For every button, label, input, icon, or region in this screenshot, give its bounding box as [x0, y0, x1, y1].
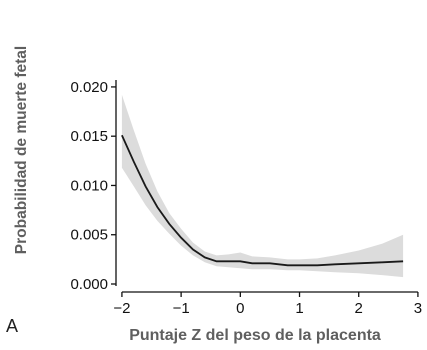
y-tick-label: 0.020 [70, 79, 108, 96]
y-axis-label: Probabilidad de muerte fetal [13, 46, 30, 254]
y-tick-label: 0.015 [70, 128, 108, 145]
x-axis-label: Puntaje Z del peso de la placenta [129, 327, 381, 344]
y-tick-label: 0.010 [70, 177, 108, 194]
x-tick-label: −1 [173, 300, 190, 317]
panel-label: A [6, 316, 18, 336]
plot-area: 0.000 0.005 0.010 0.015 0.020 −2 −1 0 1 2 3 [70, 79, 422, 317]
y-tick-label: 0.000 [70, 276, 108, 293]
series-line-0 [121, 134, 404, 267]
x-tick-label: −2 [113, 300, 130, 317]
x-tick-label: 0 [236, 300, 244, 317]
x-tick-label: 1 [295, 300, 303, 317]
y-tick-label: 0.005 [70, 227, 108, 244]
x-tick-label: 3 [414, 300, 422, 317]
confidence-band-0 [121, 94, 404, 278]
x-tick-label: 2 [355, 300, 363, 317]
